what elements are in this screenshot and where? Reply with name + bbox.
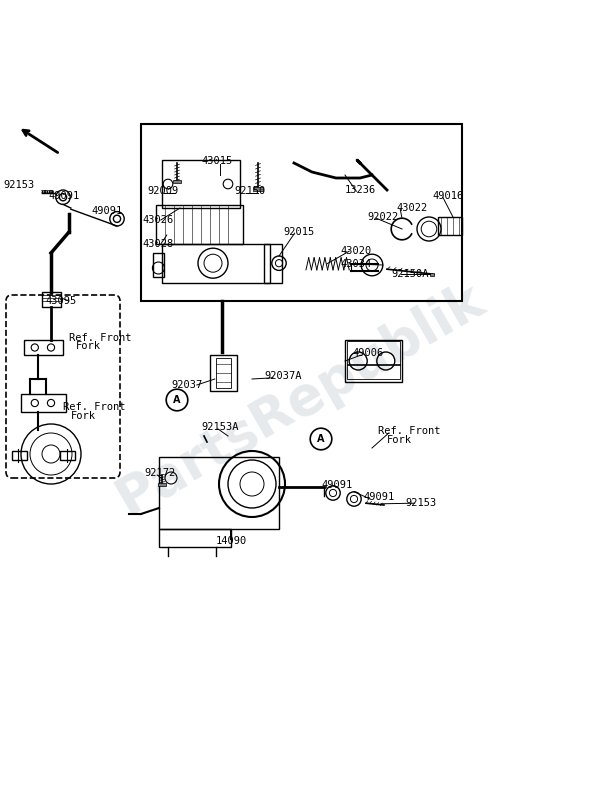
- Text: Fork: Fork: [76, 341, 101, 351]
- Text: 92153: 92153: [3, 180, 34, 190]
- Bar: [345, 340, 402, 382]
- Text: 43034: 43034: [340, 258, 371, 269]
- Text: 92150A: 92150A: [392, 269, 430, 279]
- Text: 92153: 92153: [405, 498, 436, 508]
- Text: Ref. Front: Ref. Front: [378, 426, 440, 436]
- Bar: [216, 358, 231, 388]
- Bar: [159, 457, 279, 529]
- Text: 49091: 49091: [91, 206, 122, 216]
- Text: Ref. Front: Ref. Front: [63, 402, 125, 412]
- Bar: [438, 217, 462, 235]
- Text: 43026: 43026: [142, 215, 173, 225]
- Text: 92015: 92015: [283, 227, 314, 237]
- Bar: [173, 180, 181, 183]
- Bar: [253, 187, 263, 191]
- Text: 92009: 92009: [147, 186, 178, 196]
- Text: 49006: 49006: [352, 348, 383, 358]
- Bar: [156, 205, 243, 244]
- Text: 92037A: 92037A: [264, 371, 302, 381]
- Text: A: A: [173, 395, 181, 405]
- Text: 92022: 92022: [367, 212, 398, 222]
- Bar: [264, 244, 282, 283]
- Bar: [430, 274, 434, 277]
- Bar: [347, 341, 400, 365]
- Bar: [21, 394, 66, 412]
- Text: 13236: 13236: [345, 185, 376, 195]
- Bar: [60, 451, 75, 460]
- Text: 49016: 49016: [432, 191, 463, 201]
- Circle shape: [166, 389, 188, 411]
- Text: 49091: 49091: [363, 492, 394, 502]
- Bar: [158, 482, 166, 486]
- Text: Fork: Fork: [387, 434, 412, 445]
- Bar: [159, 529, 231, 547]
- Text: 14090: 14090: [216, 536, 247, 546]
- Circle shape: [310, 428, 332, 450]
- Text: 43022: 43022: [396, 203, 427, 213]
- Bar: [12, 451, 27, 460]
- Text: 43020: 43020: [340, 246, 371, 256]
- Text: 49091: 49091: [321, 480, 352, 490]
- Bar: [347, 364, 400, 379]
- Bar: [162, 244, 270, 283]
- Text: 43028: 43028: [142, 239, 173, 249]
- Text: 49091: 49091: [48, 191, 79, 201]
- Text: 43095: 43095: [45, 296, 76, 306]
- Text: A: A: [317, 434, 325, 444]
- Text: 92172: 92172: [144, 468, 175, 478]
- Bar: [24, 340, 63, 355]
- Text: 92153A: 92153A: [201, 422, 239, 432]
- Text: Fork: Fork: [71, 410, 96, 421]
- Text: 43015: 43015: [201, 156, 232, 166]
- Bar: [42, 292, 61, 307]
- Text: 92150: 92150: [234, 186, 265, 196]
- Bar: [153, 253, 164, 277]
- Bar: [141, 124, 462, 301]
- Text: Ref. Front: Ref. Front: [69, 333, 131, 342]
- Text: 92037: 92037: [171, 380, 202, 390]
- Text: PartsRepublik: PartsRepublik: [107, 274, 493, 526]
- Bar: [210, 355, 237, 391]
- Bar: [162, 160, 240, 208]
